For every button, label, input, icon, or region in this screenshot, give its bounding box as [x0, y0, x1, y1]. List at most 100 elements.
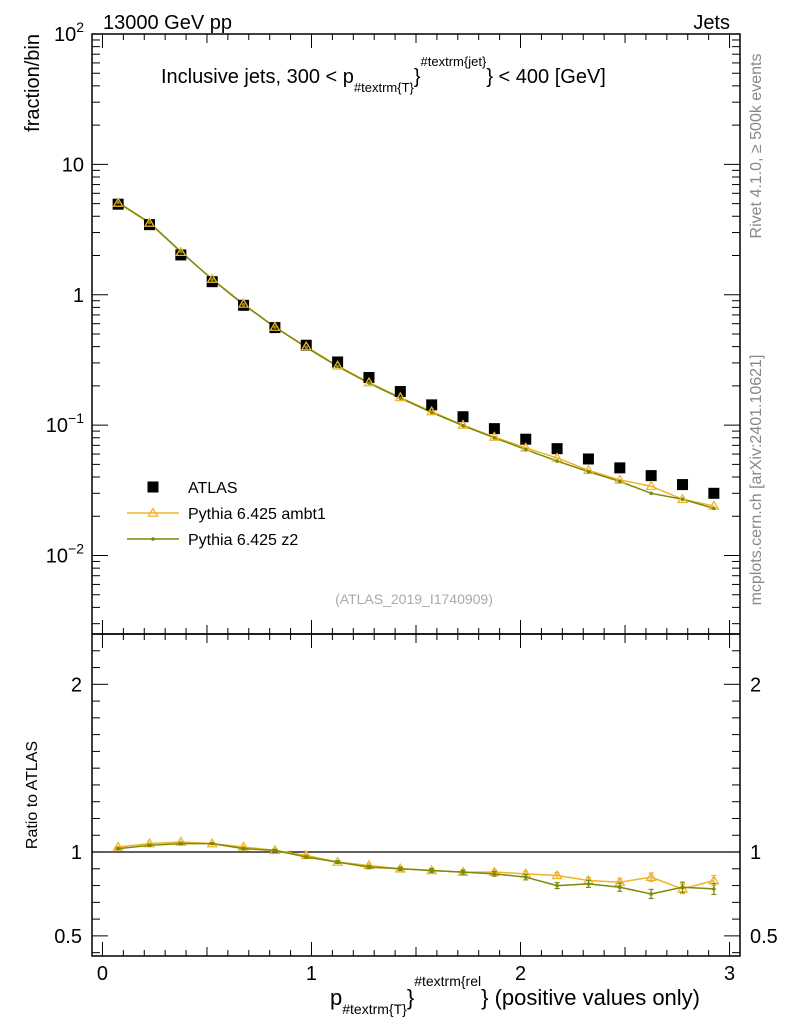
main-title: Inclusive jets, 300 < p#textrm{T}}#textr… — [161, 54, 606, 95]
ratio-z2-point — [367, 865, 371, 869]
header-left: 13000 GeV pp — [103, 12, 232, 34]
z2-point — [523, 447, 528, 452]
ratio-ambt1-point — [645, 871, 657, 881]
ratio-z2-point — [492, 872, 497, 876]
ratio-z2-point — [335, 860, 340, 864]
main-ylabel: fraction/bin — [22, 34, 44, 132]
x-tick-label: 1 — [306, 963, 317, 985]
z2-point — [335, 364, 340, 369]
ambt1-point — [457, 419, 469, 429]
header-right: Jets — [693, 12, 730, 34]
atlas-point — [488, 423, 500, 435]
ratio-z2-point — [147, 843, 152, 848]
ratio-plot-area: 0 1 2 3 0.5 0.5 1 1 2 2 — [54, 633, 778, 985]
ratio-z2-point — [586, 882, 591, 886]
main-y-tick-label: 10−2 — [46, 541, 84, 568]
ambt1-point — [645, 480, 657, 491]
atlas-point — [645, 470, 657, 482]
z2-point — [492, 435, 497, 440]
analysis-label: (ATLAS_2019_I1740909) — [335, 591, 493, 607]
z2-point — [680, 497, 685, 502]
atlas-point — [143, 219, 155, 231]
ambt1-point — [112, 197, 124, 207]
legend-z2-marker — [151, 537, 155, 541]
z2-point — [649, 491, 653, 496]
x-tick-label: 2 — [515, 963, 526, 985]
atlas-point — [457, 411, 469, 423]
rivet-label: Rivet 4.1.0, ≥ 500k events — [748, 54, 765, 239]
ambt1-point — [363, 376, 375, 387]
ratio-y-tick-label-right: 2 — [750, 674, 761, 696]
atlas-point — [300, 339, 312, 351]
ratio-z2-point — [210, 841, 214, 846]
ratio-y-tick-label-right: 1 — [750, 842, 761, 864]
z2-point — [116, 200, 120, 205]
legend-label: Pythia 6.425 ambt1 — [188, 506, 326, 523]
z2-point — [398, 396, 403, 400]
site-label: mcplots.cern.ch [arXiv:2401.10621] — [748, 355, 765, 606]
ratio-z2-point — [618, 885, 622, 890]
ratio-z2-point — [461, 870, 465, 874]
atlas-point — [520, 433, 532, 445]
ratio-y-tick-label-right: 0.5 — [750, 926, 778, 948]
z2-point — [367, 381, 371, 385]
atlas-point — [582, 453, 594, 465]
legend-label: Pythia 6.425 z2 — [188, 532, 298, 549]
ratio-z2-point — [712, 887, 716, 891]
ratio-z2-point — [523, 875, 528, 879]
ambt1-point — [488, 431, 501, 441]
x-axis-label: p#textrm{T}}#textrm{rel} (positive value… — [330, 973, 700, 1017]
ratio-z2-point — [304, 855, 309, 859]
z2-point — [241, 302, 246, 307]
ratio-z2-point — [179, 841, 183, 846]
main-y-tick-label: 10 — [62, 154, 84, 176]
ratio-z2-point — [429, 868, 434, 873]
legend-ambt1-marker — [147, 507, 159, 517]
z2-point — [179, 249, 183, 254]
ambt1-point — [394, 391, 406, 402]
z2-point — [586, 469, 591, 474]
ambt1-point — [676, 493, 689, 504]
ambt1-point — [143, 217, 156, 227]
main-y-tick-label: 10−1 — [46, 410, 84, 437]
ratio-series-line — [118, 842, 714, 895]
main-y-tick-label: 102 — [54, 19, 84, 46]
x-tick-label: 3 — [724, 963, 735, 985]
x-tick-label: 0 — [97, 963, 108, 985]
ambt1-point — [582, 464, 595, 475]
ambt1-point — [426, 405, 438, 416]
ratio-z2-point — [398, 866, 403, 871]
ratio-z2-point — [116, 846, 120, 851]
ratio-z2-point — [555, 883, 559, 888]
ratio-frame — [91, 633, 741, 957]
z2-point — [712, 506, 716, 511]
ambt1-point — [237, 298, 250, 308]
ratio-y-tick-label: 2 — [71, 674, 82, 696]
z2-point — [429, 410, 434, 415]
ratio-y-tick-label: 0.5 — [54, 926, 82, 948]
ratio-z2-point — [241, 846, 246, 851]
legend-atlas-marker — [147, 481, 159, 493]
z2-point — [304, 345, 309, 350]
ambt1-point — [206, 273, 218, 283]
atlas-point — [708, 487, 720, 499]
atlas-point — [614, 462, 626, 474]
z2-point — [273, 325, 277, 329]
legend: ATLAS Pythia 6.425 ambt1 Pythia 6.425 z2 — [127, 480, 326, 549]
z2-point — [210, 277, 214, 282]
legend-label: ATLAS — [188, 480, 238, 497]
z2-point — [618, 479, 622, 484]
z2-point — [461, 423, 465, 428]
ratio-z2-point — [680, 885, 685, 890]
atlas-point — [551, 443, 563, 455]
atlas-point — [677, 479, 689, 491]
atlas-point — [394, 386, 406, 398]
series-line — [117, 202, 715, 507]
main-plot-area: 102 10 1 10−1 10−2 — [46, 19, 741, 635]
ambt1-point — [175, 246, 187, 257]
atlas-point — [426, 399, 438, 411]
ratio-ambt1-point — [551, 869, 563, 880]
ratio-ylabel: Ratio to ATLAS — [24, 741, 41, 849]
ratio-series-line — [118, 841, 715, 890]
